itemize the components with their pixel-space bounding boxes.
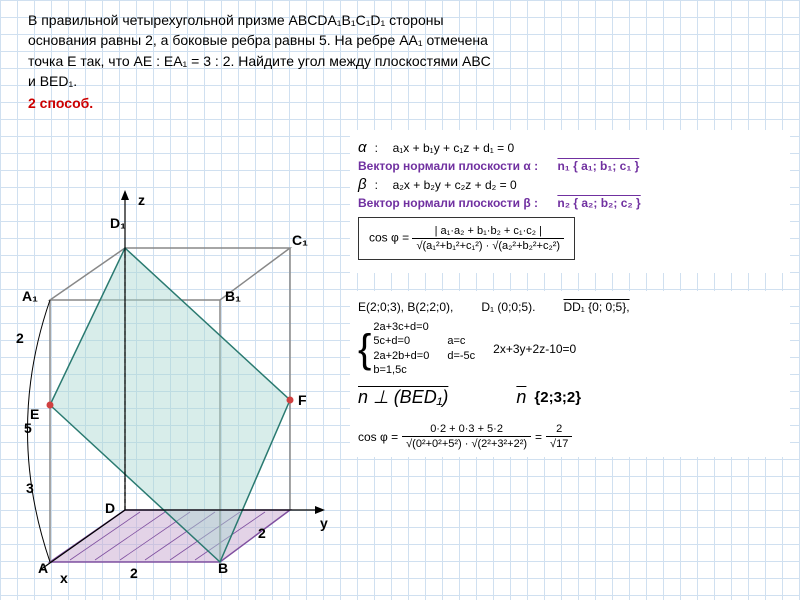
points-eb: E(2;0;3), B(2;2;0), xyxy=(358,300,453,314)
label-5: 5 xyxy=(24,420,32,436)
base-plane xyxy=(50,510,290,562)
normal-beta-label: Вектор нормали плоскости β : xyxy=(358,196,538,210)
label-d1: D₁ xyxy=(110,215,126,231)
point-e xyxy=(47,402,54,409)
n-vec: {2;3;2} xyxy=(534,389,581,406)
problem-statement: В правильной четырехугольной призме ABCD… xyxy=(28,10,772,113)
label-2c: 2 xyxy=(258,525,266,541)
solution-box: E(2;0;3), B(2;2;0), D₁ (0;0;5). DD₁ {0; … xyxy=(350,291,790,457)
problem-line: и BED₁. xyxy=(28,71,772,91)
cos-den: √(a₁²+b₁²+c₁²) · √(a₂²+b₂²+c₂²) xyxy=(412,239,564,253)
n-perp: n ⊥ (BED₁) xyxy=(358,387,448,408)
label-b1: B₁ xyxy=(225,288,241,304)
label-2b: 2 xyxy=(130,565,138,581)
cos-phi-label: cos φ = xyxy=(369,231,409,245)
label-a1: A₁ xyxy=(22,288,38,304)
label-b: B xyxy=(218,560,228,576)
deriv-l1: a=c xyxy=(447,334,475,348)
problem-line: точка E так, что AE : EA₁ = 3 : 2. Найди… xyxy=(28,51,772,71)
problem-line: основания равны 2, а боковые ребра равны… xyxy=(28,30,772,50)
label-c1: C₁ xyxy=(292,232,308,248)
normal-alpha-label: Вектор нормали плоскости α : xyxy=(358,159,538,173)
sys-l2: 5c+d=0 xyxy=(373,334,429,348)
vec-dd1: DD₁ {0; 0;5}, xyxy=(563,300,629,314)
cos-formula-box: cos φ = | a₁·a₂ + b₁·b₂ + c₁·c₂ | √(a₁²+… xyxy=(358,217,575,260)
sys-l4: b=1,5c xyxy=(373,363,429,377)
cos-den2: √(0²+0²+5²) · √(2²+3²+2²) xyxy=(402,437,531,451)
label-d: D xyxy=(105,500,115,516)
prism-diagram: D₁ C₁ A₁ B₁ F E D A B z y x 2 5 3 2 2 xyxy=(10,180,340,590)
diagram-svg xyxy=(10,180,340,590)
label-f: F xyxy=(298,392,307,408)
method-label: 2 способ. xyxy=(28,93,772,113)
label-2a: 2 xyxy=(16,330,24,346)
plane-equations-box: α : a₁x + b₁y + c₁z + d₁ = 0 Вектор норм… xyxy=(350,130,790,273)
sys-l3: 2a+2b+d=0 xyxy=(373,349,429,363)
deriv-brace: a=c d=-5c xyxy=(447,334,475,363)
label-a: A xyxy=(38,560,48,576)
plane-eq: 2x+3y+2z-10=0 xyxy=(493,342,576,356)
point-d1: D₁ (0;0;5). xyxy=(481,300,535,314)
cos-label2: cos φ = xyxy=(358,430,398,444)
cos-result-row: cos φ = 0·2 + 0·3 + 5·2 √(0²+0²+5²) · √(… xyxy=(358,422,782,451)
deriv-l2: d=-5c xyxy=(447,349,475,363)
cos-res-den: √17 xyxy=(546,437,572,451)
n-vec-sym: n xyxy=(516,387,526,408)
normal-alpha: n₁ { a₁; b₁; c₁ } xyxy=(557,159,639,173)
label-3: 3 xyxy=(26,480,34,496)
cos-num2: 0·2 + 0·3 + 5·2 xyxy=(402,422,531,437)
sys-l1: 2a+3c+d=0 xyxy=(373,320,429,334)
cos-res-num: 2 xyxy=(546,422,572,437)
plane-beta: a₂x + b₂y + c₂z + d₂ = 0 xyxy=(393,178,517,192)
normal-beta: n₂ { a₂; b₂; c₂ } xyxy=(557,196,640,210)
problem-line: В правильной четырехугольной призме ABCD… xyxy=(28,10,772,30)
math-panel: α : a₁x + b₁y + c₁z + d₁ = 0 Вектор норм… xyxy=(350,130,790,461)
plane-alpha: a₁x + b₁y + c₁z + d₁ = 0 xyxy=(393,141,515,155)
label-x: x xyxy=(60,570,68,586)
label-z: z xyxy=(138,192,145,208)
label-y: y xyxy=(320,515,328,531)
cos-num: | a₁·a₂ + b₁·b₂ + c₁·c₂ | xyxy=(412,224,564,239)
system-brace: { 2a+3c+d=0 5c+d=0 2a+2b+d=0 b=1,5c xyxy=(358,320,429,377)
point-f xyxy=(287,397,294,404)
